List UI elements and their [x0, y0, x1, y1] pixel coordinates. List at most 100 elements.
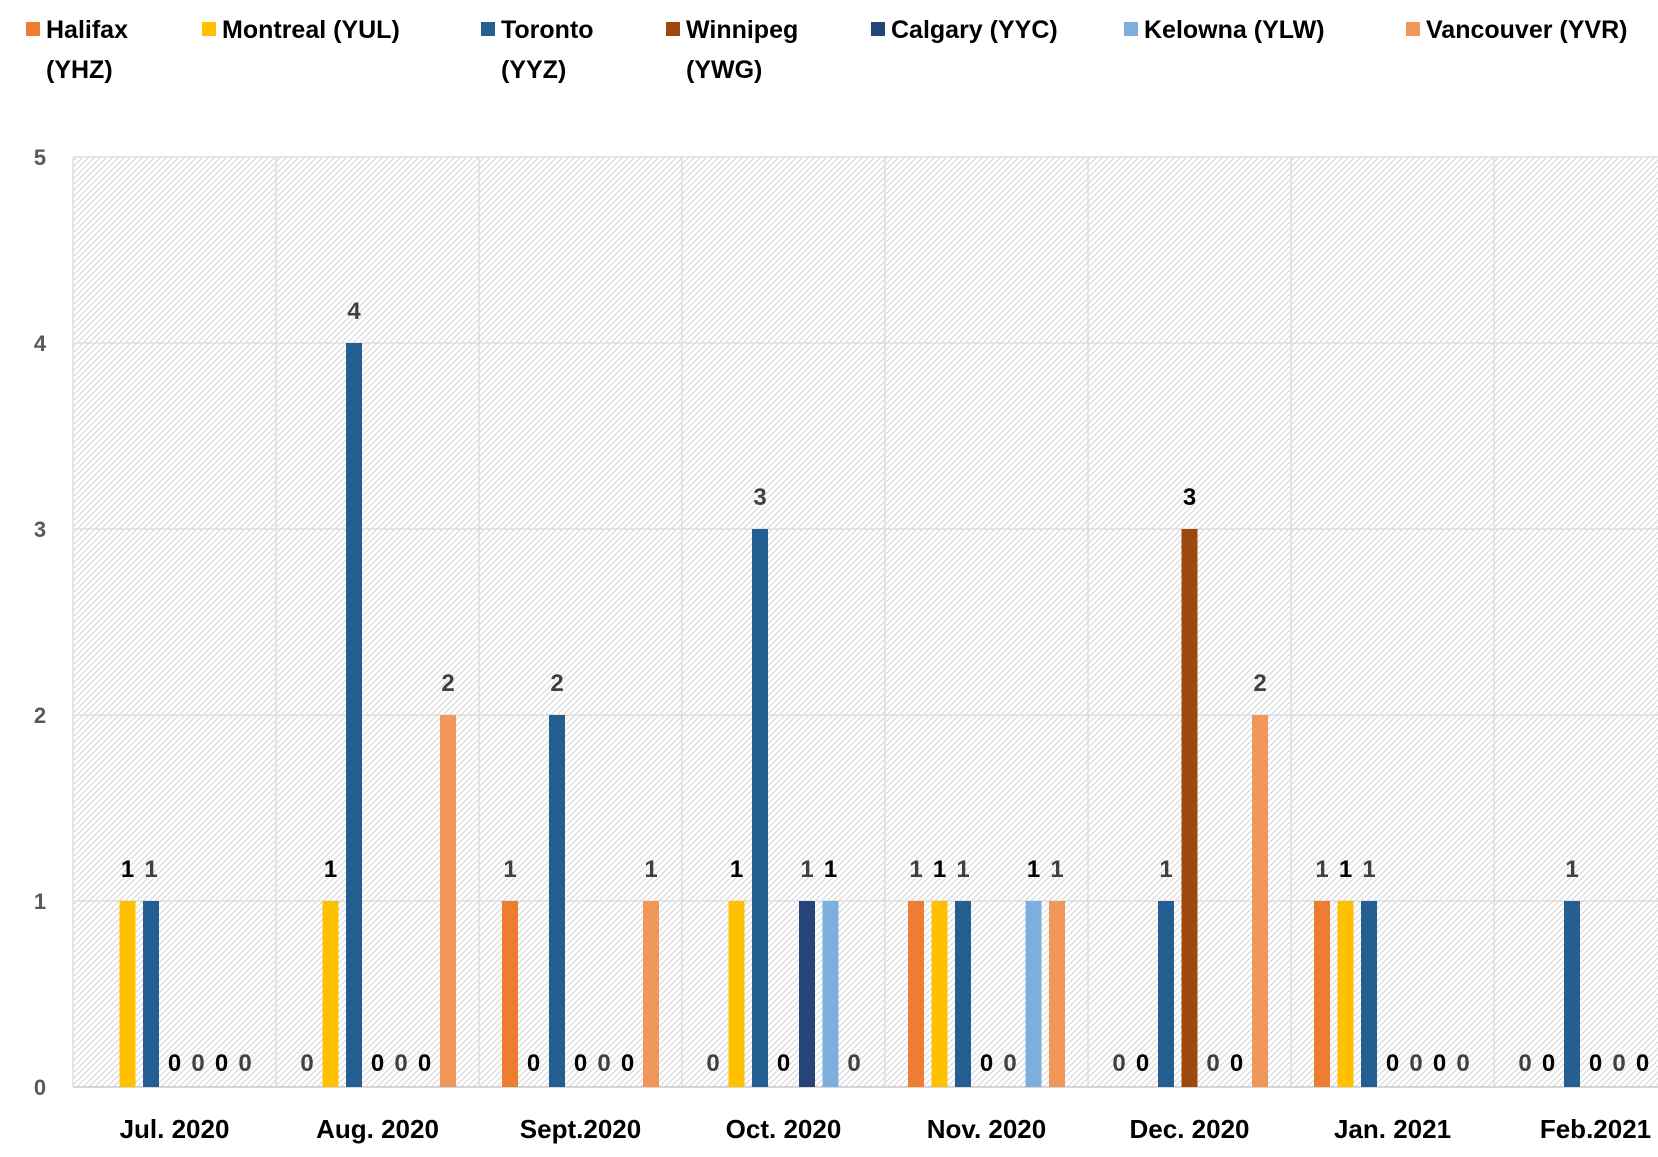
bar-kelowna-ylw-oct-2020 — [823, 901, 839, 1087]
data-label-kelowna-ylw-feb-2021: 0 — [1636, 1050, 1649, 1077]
data-label-kelowna-ylw-aug-2020: 0 — [418, 1050, 431, 1077]
bar-toronto-yyz-jan-2021 — [1361, 901, 1377, 1087]
bar-toronto-yyz-sept-2020 — [549, 715, 565, 1087]
y-tick-label-2: 2 — [34, 703, 46, 728]
data-label-montreal-yul-sept-2020: 0 — [527, 1050, 540, 1077]
data-label-calgary-yyc-aug-2020: 0 — [394, 1050, 407, 1077]
bar-calgary-yyc-oct-2020 — [799, 901, 815, 1087]
data-label-toronto-yyz-jan-2021: 1 — [1362, 856, 1375, 883]
bar-montreal-yul-nov-2020 — [932, 901, 948, 1087]
data-label-toronto-yyz-aug-2020: 4 — [347, 298, 361, 325]
data-label-halifax-yhz-feb-2021: 0 — [1518, 1050, 1531, 1077]
y-tick-label-4: 4 — [34, 331, 47, 356]
data-label-kelowna-ylw-jul-2020: 0 — [215, 1050, 228, 1077]
data-label-montreal-yul-oct-2020: 1 — [730, 856, 743, 883]
data-label-calgary-yyc-jan-2021: 0 — [1409, 1050, 1422, 1077]
data-label-winnipeg-ywg-nov-2020: 0 — [980, 1050, 993, 1077]
data-label-vancouver-yvr-jul-2020: 0 — [238, 1050, 251, 1077]
data-label-halifax-yhz-jan-2021: 1 — [1315, 856, 1328, 883]
legend-item-montreal-yul: Montreal (YUL) — [202, 16, 400, 44]
legend-item-calgary-yyc: Calgary (YYC) — [871, 16, 1058, 44]
data-label-calgary-yyc-sept-2020: 0 — [597, 1050, 610, 1077]
data-label-kelowna-ylw-dec-2020: 0 — [1230, 1050, 1243, 1077]
legend-item-toronto-yyz: Toronto(YYZ) — [481, 16, 594, 84]
data-label-kelowna-ylw-sept-2020: 0 — [621, 1050, 634, 1077]
data-label-halifax-yhz-aug-2020: 0 — [300, 1050, 313, 1077]
data-label-vancouver-yvr-aug-2020: 2 — [441, 670, 454, 697]
bar-winnipeg-ywg-dec-2020 — [1182, 529, 1198, 1087]
data-label-vancouver-yvr-oct-2020: 0 — [847, 1050, 860, 1077]
data-label-calgary-yyc-feb-2021: 0 — [1612, 1050, 1625, 1077]
data-label-winnipeg-ywg-sept-2020: 0 — [574, 1050, 587, 1077]
bar-montreal-yul-jan-2021 — [1338, 901, 1354, 1087]
y-tick-label-3: 3 — [34, 517, 46, 542]
bar-toronto-yyz-dec-2020 — [1158, 901, 1174, 1087]
data-label-toronto-yyz-nov-2020: 1 — [956, 856, 969, 883]
data-label-kelowna-ylw-jan-2021: 0 — [1433, 1050, 1446, 1077]
x-tick-label-jan-2021: Jan. 2021 — [1334, 1114, 1451, 1144]
bar-montreal-yul-jul-2020 — [120, 901, 136, 1087]
data-label-montreal-yul-jul-2020: 1 — [121, 856, 134, 883]
data-label-toronto-yyz-dec-2020: 1 — [1159, 856, 1172, 883]
legend-swatch — [1406, 22, 1420, 36]
legend-swatch — [202, 22, 216, 36]
y-tick-label-1: 1 — [34, 889, 46, 914]
data-label-winnipeg-ywg-feb-2021: 0 — [1589, 1050, 1602, 1077]
data-label-vancouver-yvr-sept-2020: 1 — [644, 856, 657, 883]
data-label-vancouver-yvr-jan-2021: 0 — [1456, 1050, 1469, 1077]
data-label-winnipeg-ywg-jan-2021: 0 — [1386, 1050, 1399, 1077]
plot-area — [73, 157, 1658, 1087]
bar-toronto-yyz-oct-2020 — [752, 529, 768, 1087]
bar-vancouver-yvr-nov-2020 — [1049, 901, 1065, 1087]
data-label-montreal-yul-jan-2021: 1 — [1339, 856, 1352, 883]
data-label-toronto-yyz-feb-2021: 1 — [1565, 856, 1578, 883]
data-label-montreal-yul-aug-2020: 1 — [324, 856, 337, 883]
data-label-kelowna-ylw-oct-2020: 1 — [824, 856, 837, 883]
bar-toronto-yyz-jul-2020 — [143, 901, 159, 1087]
data-label-toronto-yyz-jul-2020: 1 — [144, 856, 157, 883]
data-label-montreal-yul-dec-2020: 0 — [1136, 1050, 1149, 1077]
bar-vancouver-yvr-sept-2020 — [643, 901, 659, 1087]
data-label-montreal-yul-nov-2020: 1 — [933, 856, 946, 883]
y-axis: 0 1 2 3 4 5 — [34, 145, 47, 1100]
x-tick-label-jul-2020: Jul. 2020 — [120, 1114, 230, 1144]
bar-halifax-yhz-jan-2021 — [1314, 901, 1330, 1087]
legend-item-vancouver-yvr: Vancouver (YVR) — [1406, 16, 1627, 44]
bar-montreal-yul-oct-2020 — [729, 901, 745, 1087]
data-label-vancouver-yvr-nov-2020: 1 — [1050, 856, 1063, 883]
legend-swatch — [1124, 22, 1138, 36]
legend-label: (YHZ) — [46, 56, 113, 84]
data-label-toronto-yyz-sept-2020: 2 — [550, 670, 563, 697]
bar-halifax-yhz-sept-2020 — [502, 901, 518, 1087]
y-tick-label-0: 0 — [34, 1075, 46, 1100]
legend-label: (YWG) — [686, 56, 762, 84]
x-tick-label-aug-2020: Aug. 2020 — [316, 1114, 439, 1144]
bar-toronto-yyz-nov-2020 — [955, 901, 971, 1087]
data-label-winnipeg-ywg-dec-2020: 3 — [1183, 484, 1196, 511]
data-label-winnipeg-ywg-jul-2020: 0 — [168, 1050, 181, 1077]
bar-halifax-yhz-nov-2020 — [908, 901, 924, 1087]
data-label-calgary-yyc-dec-2020: 0 — [1206, 1050, 1219, 1077]
legend-label: Halifax — [46, 16, 128, 44]
x-tick-label-dec-2020: Dec. 2020 — [1130, 1114, 1250, 1144]
data-label-montreal-yul-feb-2021: 0 — [1542, 1050, 1555, 1077]
bar-vancouver-yvr-aug-2020 — [440, 715, 456, 1087]
legend-swatch — [481, 22, 495, 36]
data-label-kelowna-ylw-nov-2020: 1 — [1027, 856, 1040, 883]
x-tick-label-nov-2020: Nov. 2020 — [927, 1114, 1046, 1144]
bar-toronto-yyz-feb-2021 — [1564, 901, 1580, 1087]
legend-item-halifax-yhz: Halifax (YHZ) — [26, 16, 128, 84]
legend-label: Calgary (YYC) — [891, 16, 1058, 44]
legend-label: Vancouver (YVR) — [1426, 16, 1627, 44]
data-label-halifax-yhz-oct-2020: 0 — [706, 1050, 719, 1077]
y-tick-label-5: 5 — [34, 145, 46, 170]
legend-label: Winnipeg — [686, 16, 798, 44]
legend: Halifax (YHZ) Montreal (YUL) Toronto(YYZ) Wi… — [26, 16, 1627, 84]
legend-swatch — [26, 22, 40, 36]
x-tick-label-feb-2021: Feb.2021 — [1540, 1114, 1651, 1144]
data-label-halifax-yhz-sept-2020: 1 — [503, 856, 516, 883]
data-label-winnipeg-ywg-oct-2020: 0 — [777, 1050, 790, 1077]
